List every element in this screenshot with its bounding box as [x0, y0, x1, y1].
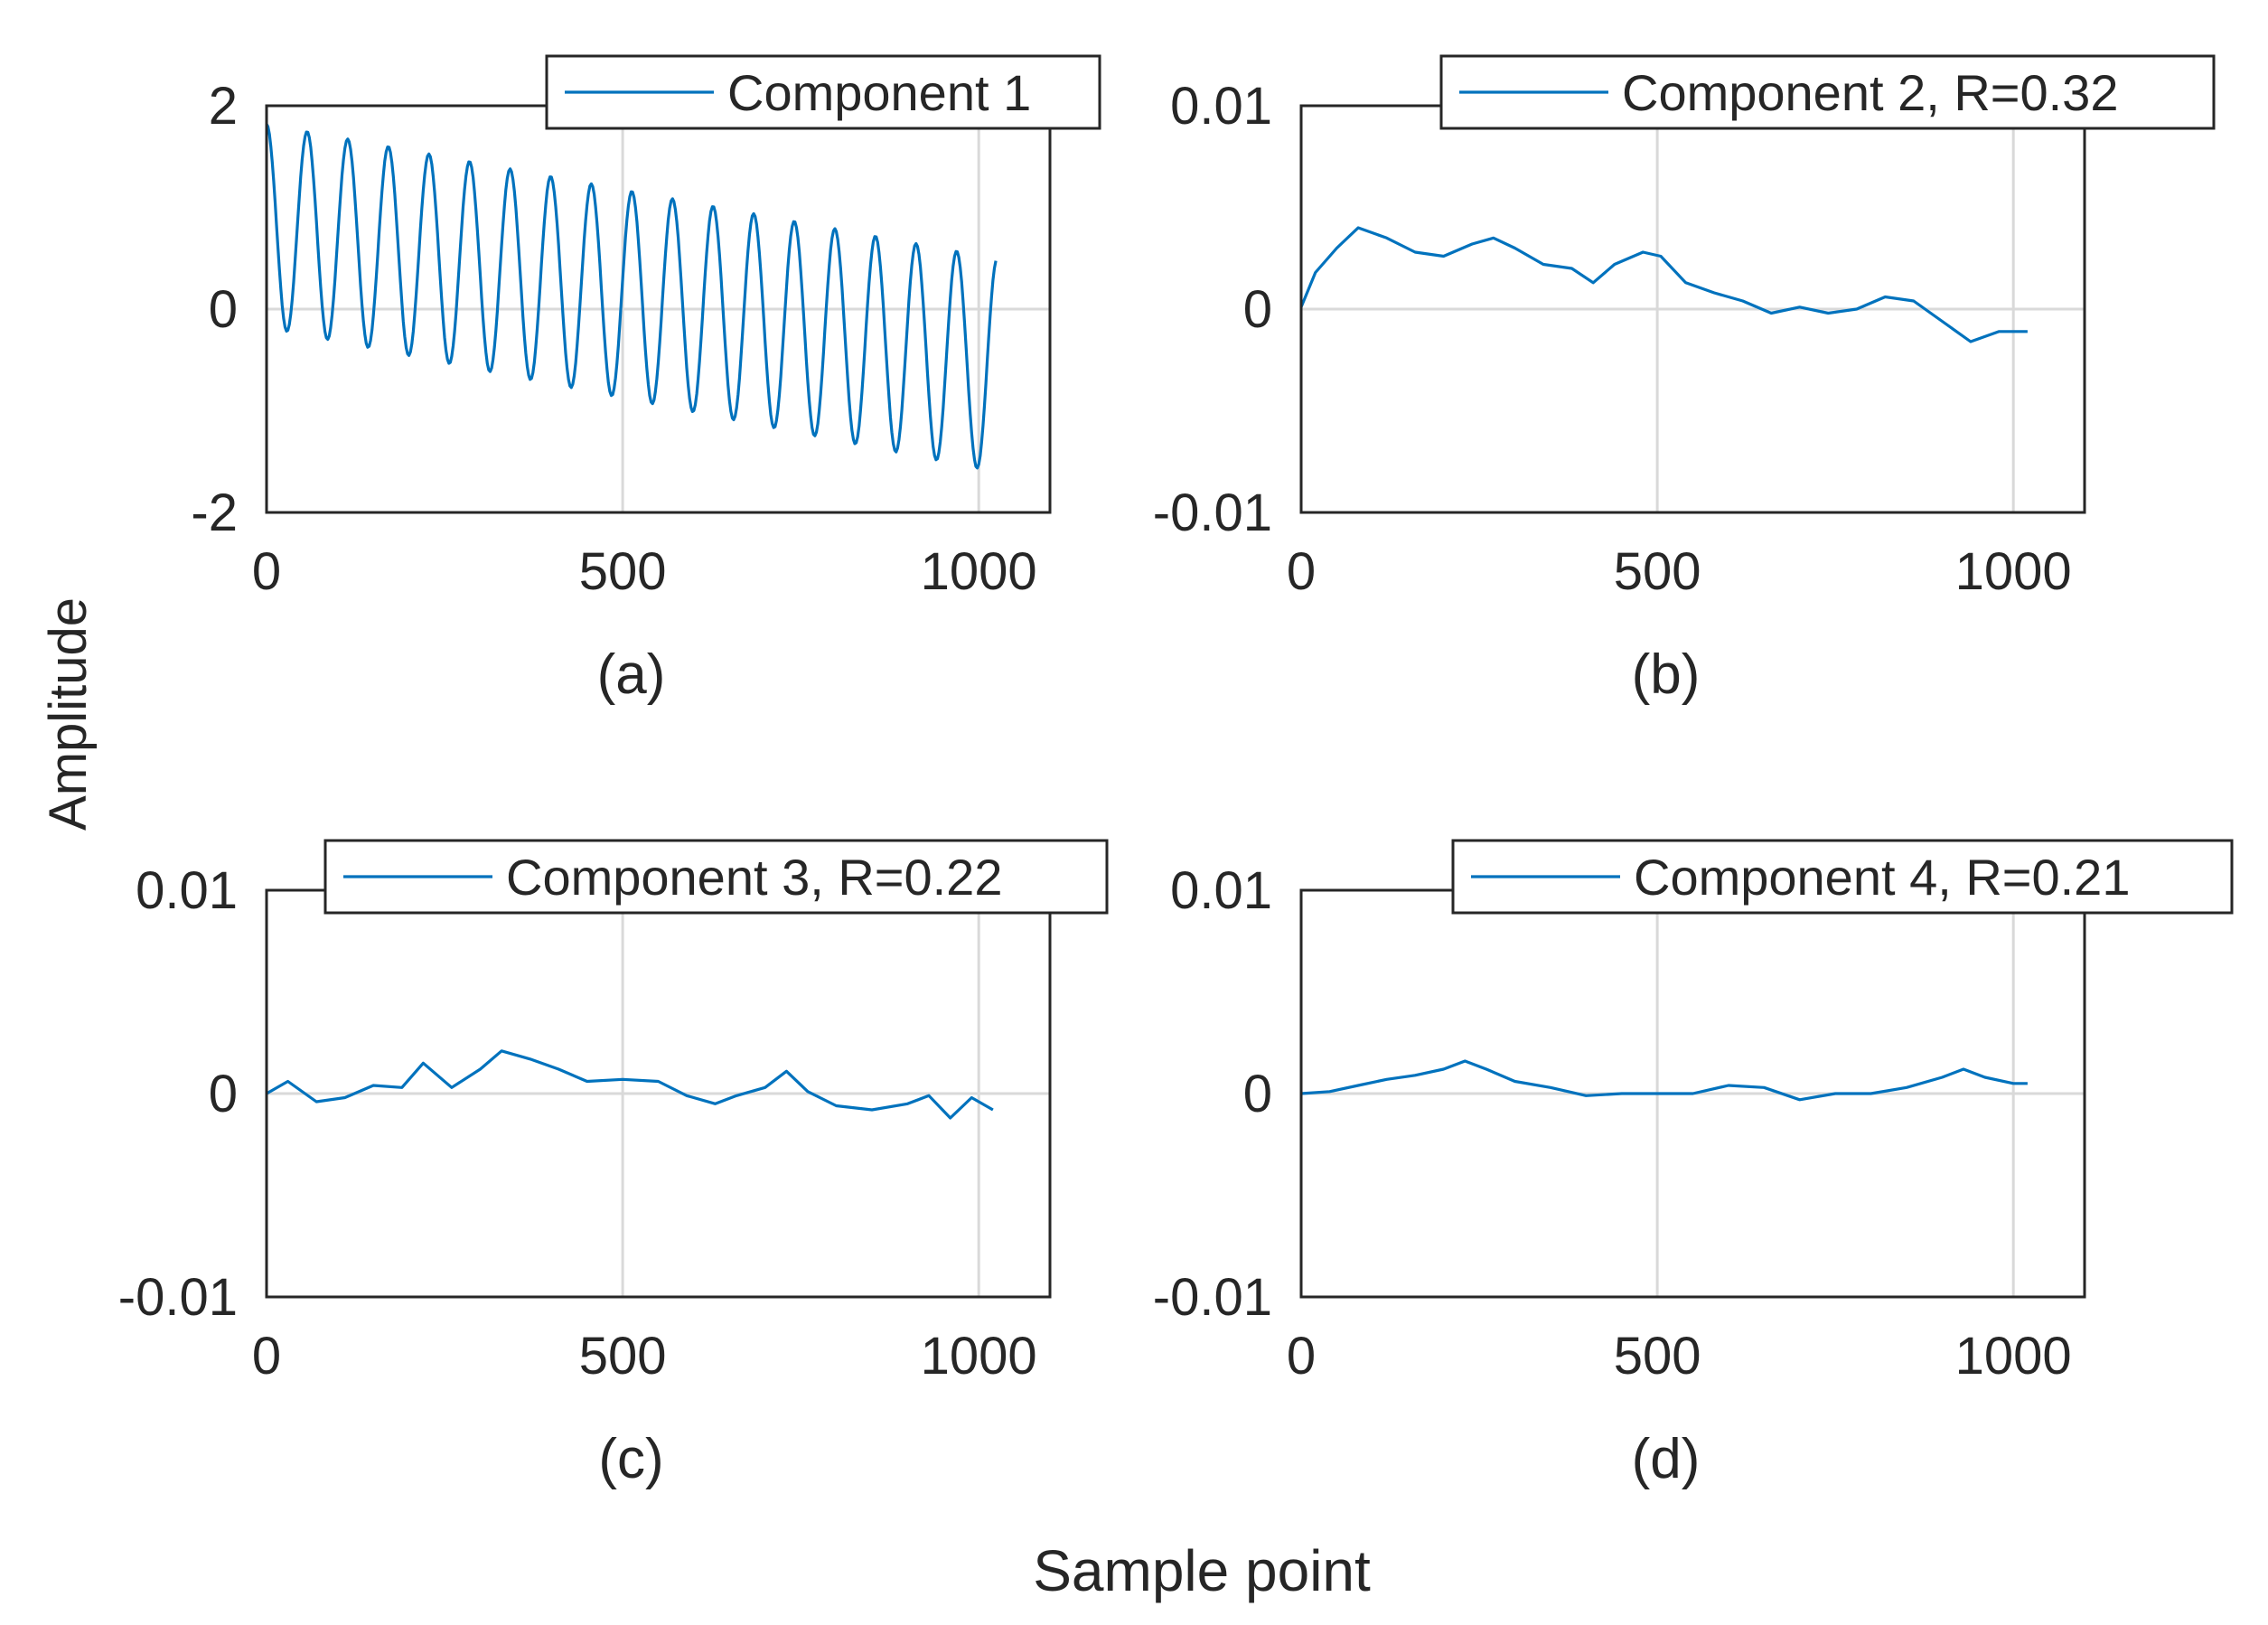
y-tick-label: -0.01	[1153, 1268, 1272, 1327]
panel-label: (d)	[1632, 1428, 1701, 1490]
y-tick-label: -0.01	[1153, 484, 1272, 542]
panel-label: (a)	[597, 643, 666, 706]
y-axis-label: Amplitude	[39, 597, 98, 831]
legend-box	[1451, 839, 2234, 915]
x-tick-label: 500	[1614, 542, 1701, 601]
panel-label: (b)	[1632, 643, 1701, 706]
x-tick-label: 1000	[921, 1327, 1037, 1385]
y-tick-label: 0	[209, 1065, 238, 1123]
x-tick-label: 0	[252, 1327, 281, 1385]
panel-label: (c)	[598, 1428, 663, 1490]
y-tick-label: 2	[209, 77, 238, 136]
y-tick-label: 0	[209, 280, 238, 339]
x-tick-label: 0	[252, 542, 281, 601]
x-tick-label: 500	[1614, 1327, 1701, 1385]
legend-label: Component 3, R=0.22	[506, 849, 1002, 906]
panel-a: 0 500 1000-202(a)Component 1	[191, 54, 1101, 706]
legend: Component 2, R=0.32	[1439, 54, 2216, 130]
y-tick-label: 0	[1243, 280, 1272, 339]
legend-label: Component 2, R=0.32	[1622, 64, 2118, 121]
y-tick-label: 0.01	[136, 861, 238, 920]
legend-box	[1439, 54, 2216, 130]
data-series-line	[1300, 1059, 2028, 1102]
y-tick-label: 0.01	[1170, 77, 1272, 136]
data-series-line	[266, 1049, 994, 1120]
y-tick-label: 0.01	[1170, 861, 1272, 920]
legend: Component 3, R=0.22	[323, 839, 1109, 915]
x-tick-label: 1000	[921, 542, 1037, 601]
legend: Component 4, R=0.21	[1451, 839, 2234, 915]
x-axis-label: Sample point	[1033, 1538, 1371, 1603]
y-tick-label: 0	[1243, 1065, 1272, 1123]
y-tick-label: -2	[191, 484, 238, 542]
x-tick-label: 500	[579, 542, 667, 601]
y-tick-label: -0.01	[118, 1268, 238, 1327]
x-tick-label: 0	[1287, 1327, 1316, 1385]
legend-label: Component 4, R=0.21	[1634, 849, 2130, 906]
x-tick-label: 1000	[1955, 1327, 2072, 1385]
panel-b: 0 500 1000 -0.01 0 0.01 (b) Component 2, R=0.32	[1153, 54, 2216, 706]
x-tick-label: 1000	[1955, 542, 2072, 601]
data-series-line	[1299, 226, 2028, 343]
legend: Component 1	[545, 54, 1101, 130]
x-tick-label: 0	[1287, 542, 1316, 601]
x-tick-label: 500	[579, 1327, 667, 1385]
legend-label: Component 1	[727, 64, 1031, 121]
data-series-line	[265, 123, 998, 470]
panels: 0 500 1000-202(a)Component 10 500 1000-0.010…	[118, 54, 2234, 1490]
panel-d: 0 500 1000 -0.01 0 0.01 (d) Component 4, R=0.21	[1153, 839, 2234, 1490]
